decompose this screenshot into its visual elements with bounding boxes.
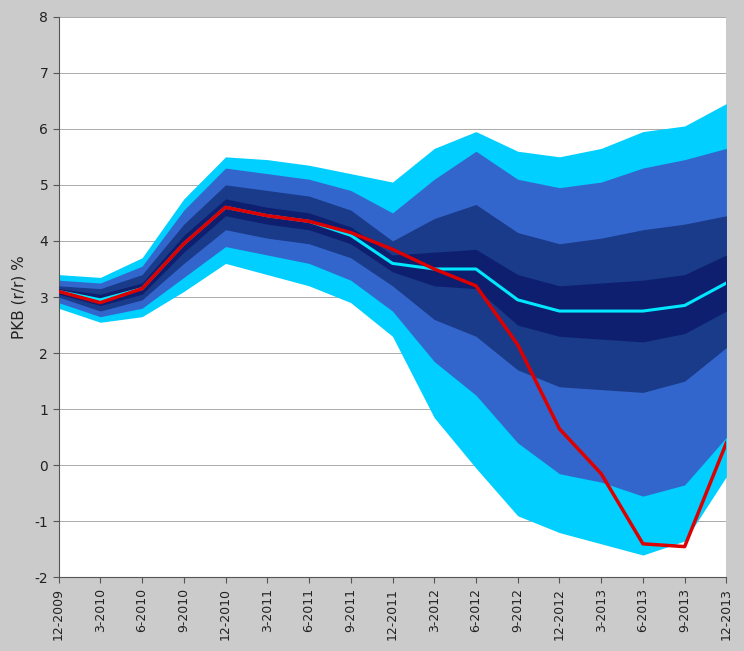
- Y-axis label: PKB (r/r) %: PKB (r/r) %: [11, 255, 26, 339]
